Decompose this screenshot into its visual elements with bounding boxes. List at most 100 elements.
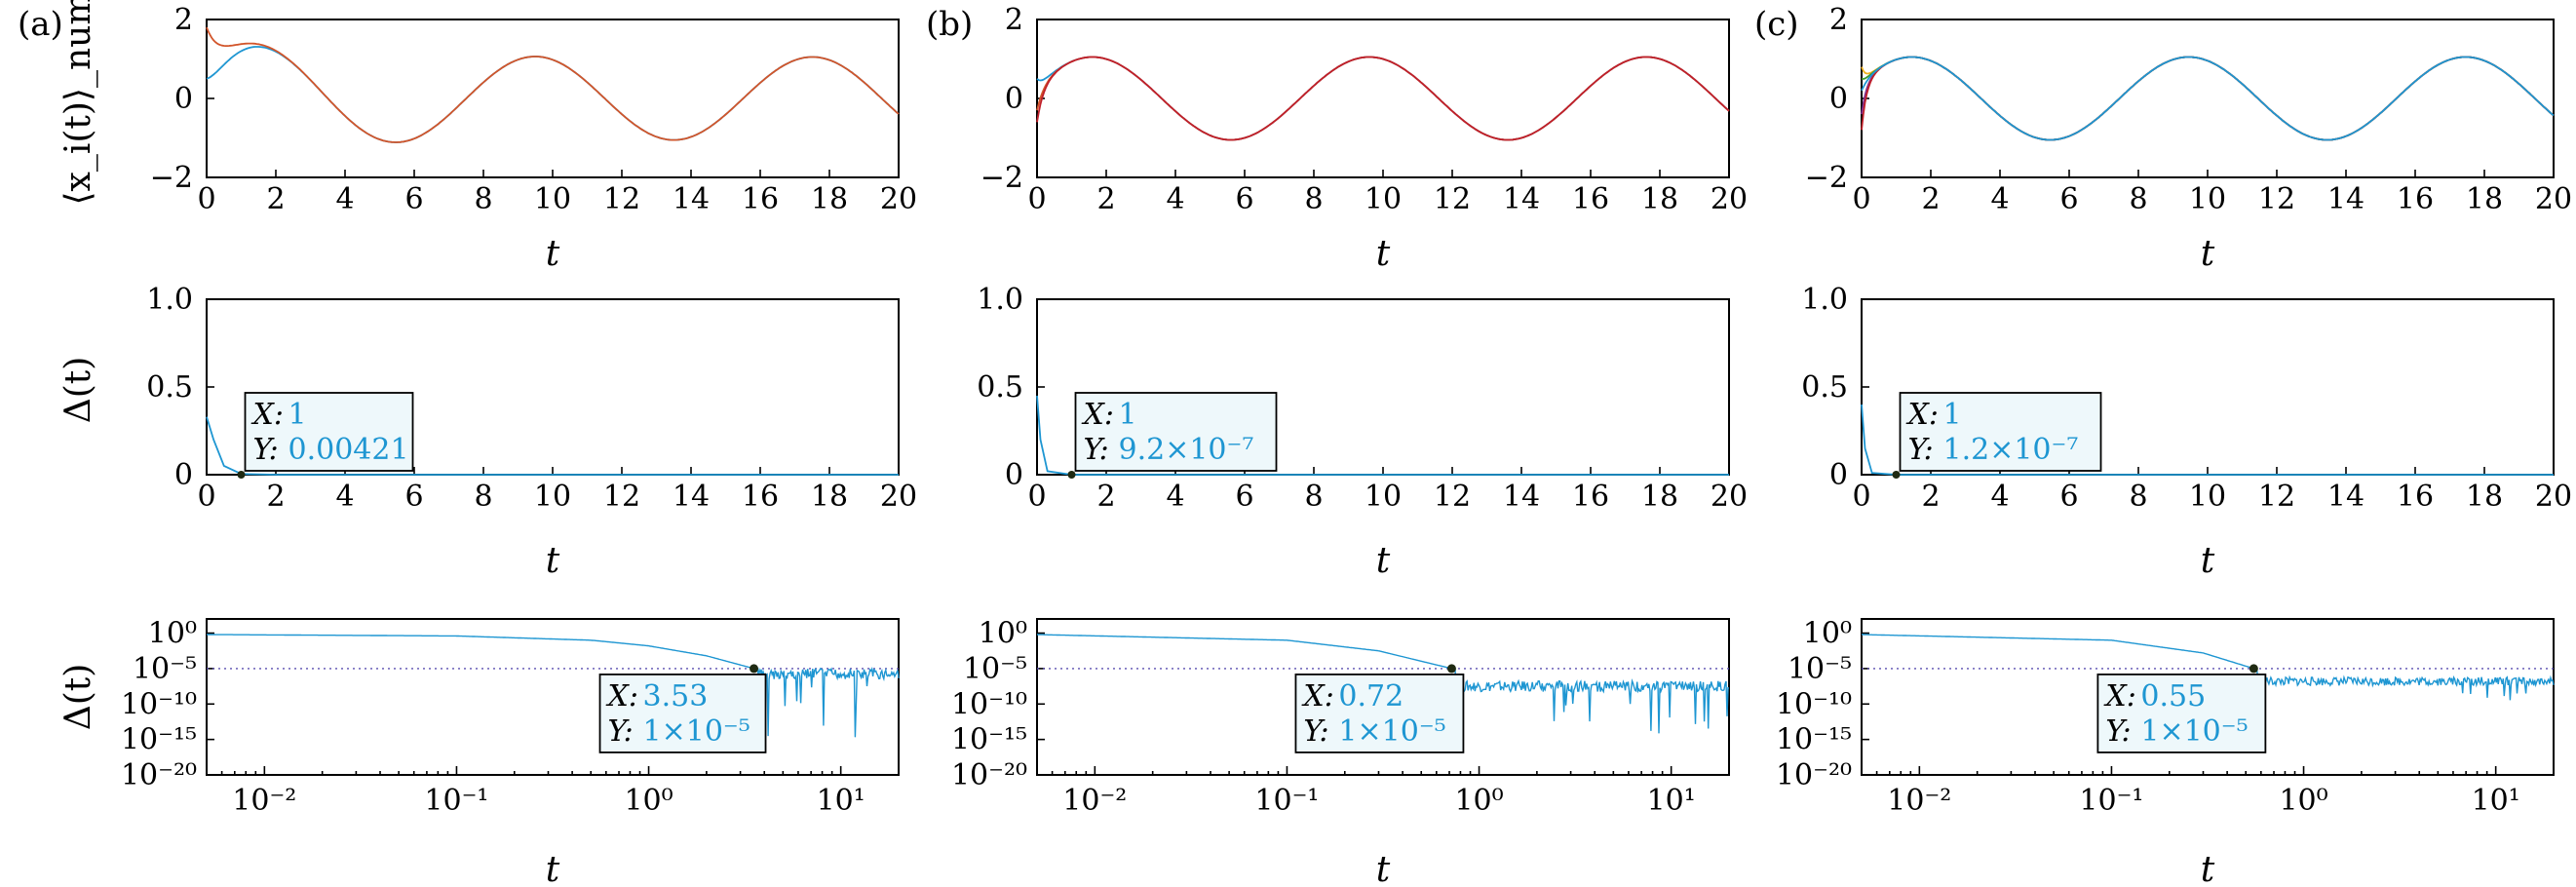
x-tick-label: 18 xyxy=(811,480,848,514)
datatip-y-key: Y: xyxy=(608,714,634,749)
plot-frame xyxy=(206,19,900,178)
datatip: X: 3.53 Y: 1×10⁻⁵ xyxy=(598,674,767,753)
x-tick-label: 10 xyxy=(1365,480,1402,514)
datatip-x-value: 0.55 xyxy=(2140,679,2206,713)
y-axis-label: ⟨x_i(t)⟩_num xyxy=(58,0,98,205)
x-tick-label: 0 xyxy=(1027,480,1046,514)
datatip: X: 1 Y: 9.2×10⁻⁷ xyxy=(1074,392,1278,472)
plot-frame xyxy=(206,618,900,776)
datatip: X: 0.72 Y: 1×10⁻⁵ xyxy=(1294,674,1465,753)
x-tick-label: 16 xyxy=(1572,182,1609,216)
x-tick-label: 2 xyxy=(1921,182,1940,216)
y-tick-label: −2 xyxy=(980,161,1023,195)
datatip-x-value: 0.72 xyxy=(1338,679,1403,713)
x-tick-label: 4 xyxy=(1990,480,2009,514)
datatip-y-value: 0.00421 xyxy=(288,433,409,467)
x-tick-label: 10⁰ xyxy=(624,784,673,818)
panel-c-mid: 0 2 4 6 8 10 12 14 16 18 20 0 0.5 1.0 t X: 1 Y: 1.2×10⁻⁷ xyxy=(1801,283,2572,581)
x-tick-label: 0 xyxy=(1027,182,1046,216)
y-axis-label: Δ(t) xyxy=(58,664,98,731)
x-tick-label: 4 xyxy=(335,480,354,514)
y-tick-label: 0 xyxy=(1005,458,1023,492)
datatip-x-key: X: xyxy=(1082,398,1114,432)
x-tick-label: 10¹ xyxy=(1647,784,1696,818)
x-tick-label: 20 xyxy=(1711,182,1748,216)
x-tick-label: 10 xyxy=(534,182,571,216)
x-axis-label: t xyxy=(1376,850,1391,887)
x-tick-label: 14 xyxy=(2327,182,2365,216)
series-line-Delta xyxy=(207,634,900,738)
x-tick-label: 20 xyxy=(2535,182,2572,216)
y-tick-label: 10⁻²⁰ xyxy=(951,758,1027,792)
x-tick-label: 8 xyxy=(2129,480,2147,514)
x-tick-label: 10¹ xyxy=(2472,784,2520,818)
x-tick-label: 12 xyxy=(1434,182,1471,216)
x-tick-label: 18 xyxy=(1641,480,1678,514)
y-tick-label: 2 xyxy=(1829,3,1848,37)
datatip-x-value: 1 xyxy=(1119,398,1137,432)
series-line-trajectory-2 xyxy=(1036,56,1730,141)
y-tick-label: 10⁻¹⁰ xyxy=(121,687,197,721)
x-tick-label: 20 xyxy=(880,480,917,514)
series-line-trajectory-2 xyxy=(1861,56,2555,141)
x-axis-label: t xyxy=(2201,541,2215,581)
y-tick-label: 0 xyxy=(174,82,193,116)
y-tick-label: 10⁻⁵ xyxy=(1788,652,1852,686)
x-tick-label: 6 xyxy=(1235,480,1253,514)
x-tick-label: 12 xyxy=(603,480,640,514)
datatip-y-key: Y: xyxy=(1908,433,1934,467)
datatip-y-key: Y: xyxy=(2105,714,2131,749)
x-tick-label: 14 xyxy=(1503,182,1540,216)
plot-frame xyxy=(1036,618,1730,776)
x-tick-label: 18 xyxy=(1641,182,1678,216)
panel-a-mid: 0 2 4 6 8 10 12 14 16 18 20 0 0.5 1.0 t X: 1 Y: 0.00421 Δ(t… xyxy=(58,283,917,581)
y-tick-label: 0.5 xyxy=(977,370,1023,405)
datatip-x-value: 1 xyxy=(288,398,307,432)
x-tick-label: 16 xyxy=(1572,480,1609,514)
plot-frame xyxy=(1036,19,1730,178)
x-tick-label: 4 xyxy=(335,182,354,216)
x-tick-label: 0 xyxy=(197,480,215,514)
datatip-box xyxy=(598,674,767,753)
x-axis-label: t xyxy=(546,850,560,887)
datatip-marker xyxy=(1067,471,1076,479)
x-tick-label: 6 xyxy=(1235,182,1253,216)
x-tick-label: 0 xyxy=(1852,182,1870,216)
y-tick-label: 10⁻¹⁰ xyxy=(951,687,1027,721)
panel-label: (a) xyxy=(18,5,63,44)
x-tick-label: 12 xyxy=(2258,182,2295,216)
panel-label: (c) xyxy=(1754,5,1799,44)
y-tick-label: 0.5 xyxy=(146,370,193,405)
x-tick-label: 10 xyxy=(1365,182,1402,216)
x-tick-label: 4 xyxy=(1166,182,1184,216)
x-tick-label: 12 xyxy=(2258,480,2295,514)
datatip-y-value: 1.2×10⁻⁷ xyxy=(1943,433,2079,467)
x-tick-label: 2 xyxy=(1096,480,1115,514)
y-tick-label: 1.0 xyxy=(146,283,193,317)
x-tick-label: 10⁻² xyxy=(232,784,296,818)
datatip-box xyxy=(244,392,414,472)
x-tick-label: 8 xyxy=(474,480,492,514)
series-line-Delta xyxy=(1862,634,2555,701)
x-tick-label: 10⁻¹ xyxy=(2079,784,2143,818)
x-tick-label: 6 xyxy=(2059,480,2078,514)
datatip-x-key: X: xyxy=(2103,679,2135,713)
y-tick-label: 10⁻¹⁵ xyxy=(951,723,1027,757)
datatip-x-value: 1 xyxy=(1943,398,1962,432)
x-tick-label: 18 xyxy=(811,182,848,216)
datatip-box xyxy=(1899,392,2102,472)
panel-label: (b) xyxy=(926,5,973,44)
datatip-box xyxy=(1074,392,1278,472)
datatip-y-value: 1×10⁻⁵ xyxy=(2140,714,2248,749)
x-tick-label: 20 xyxy=(1711,480,1748,514)
x-tick-label: 8 xyxy=(1304,182,1323,216)
x-tick-label: 20 xyxy=(880,182,917,216)
datatip-y-key: Y: xyxy=(1084,433,1109,467)
x-axis-label: t xyxy=(1376,234,1391,274)
datatip-y-value: 9.2×10⁻⁷ xyxy=(1119,433,1254,467)
